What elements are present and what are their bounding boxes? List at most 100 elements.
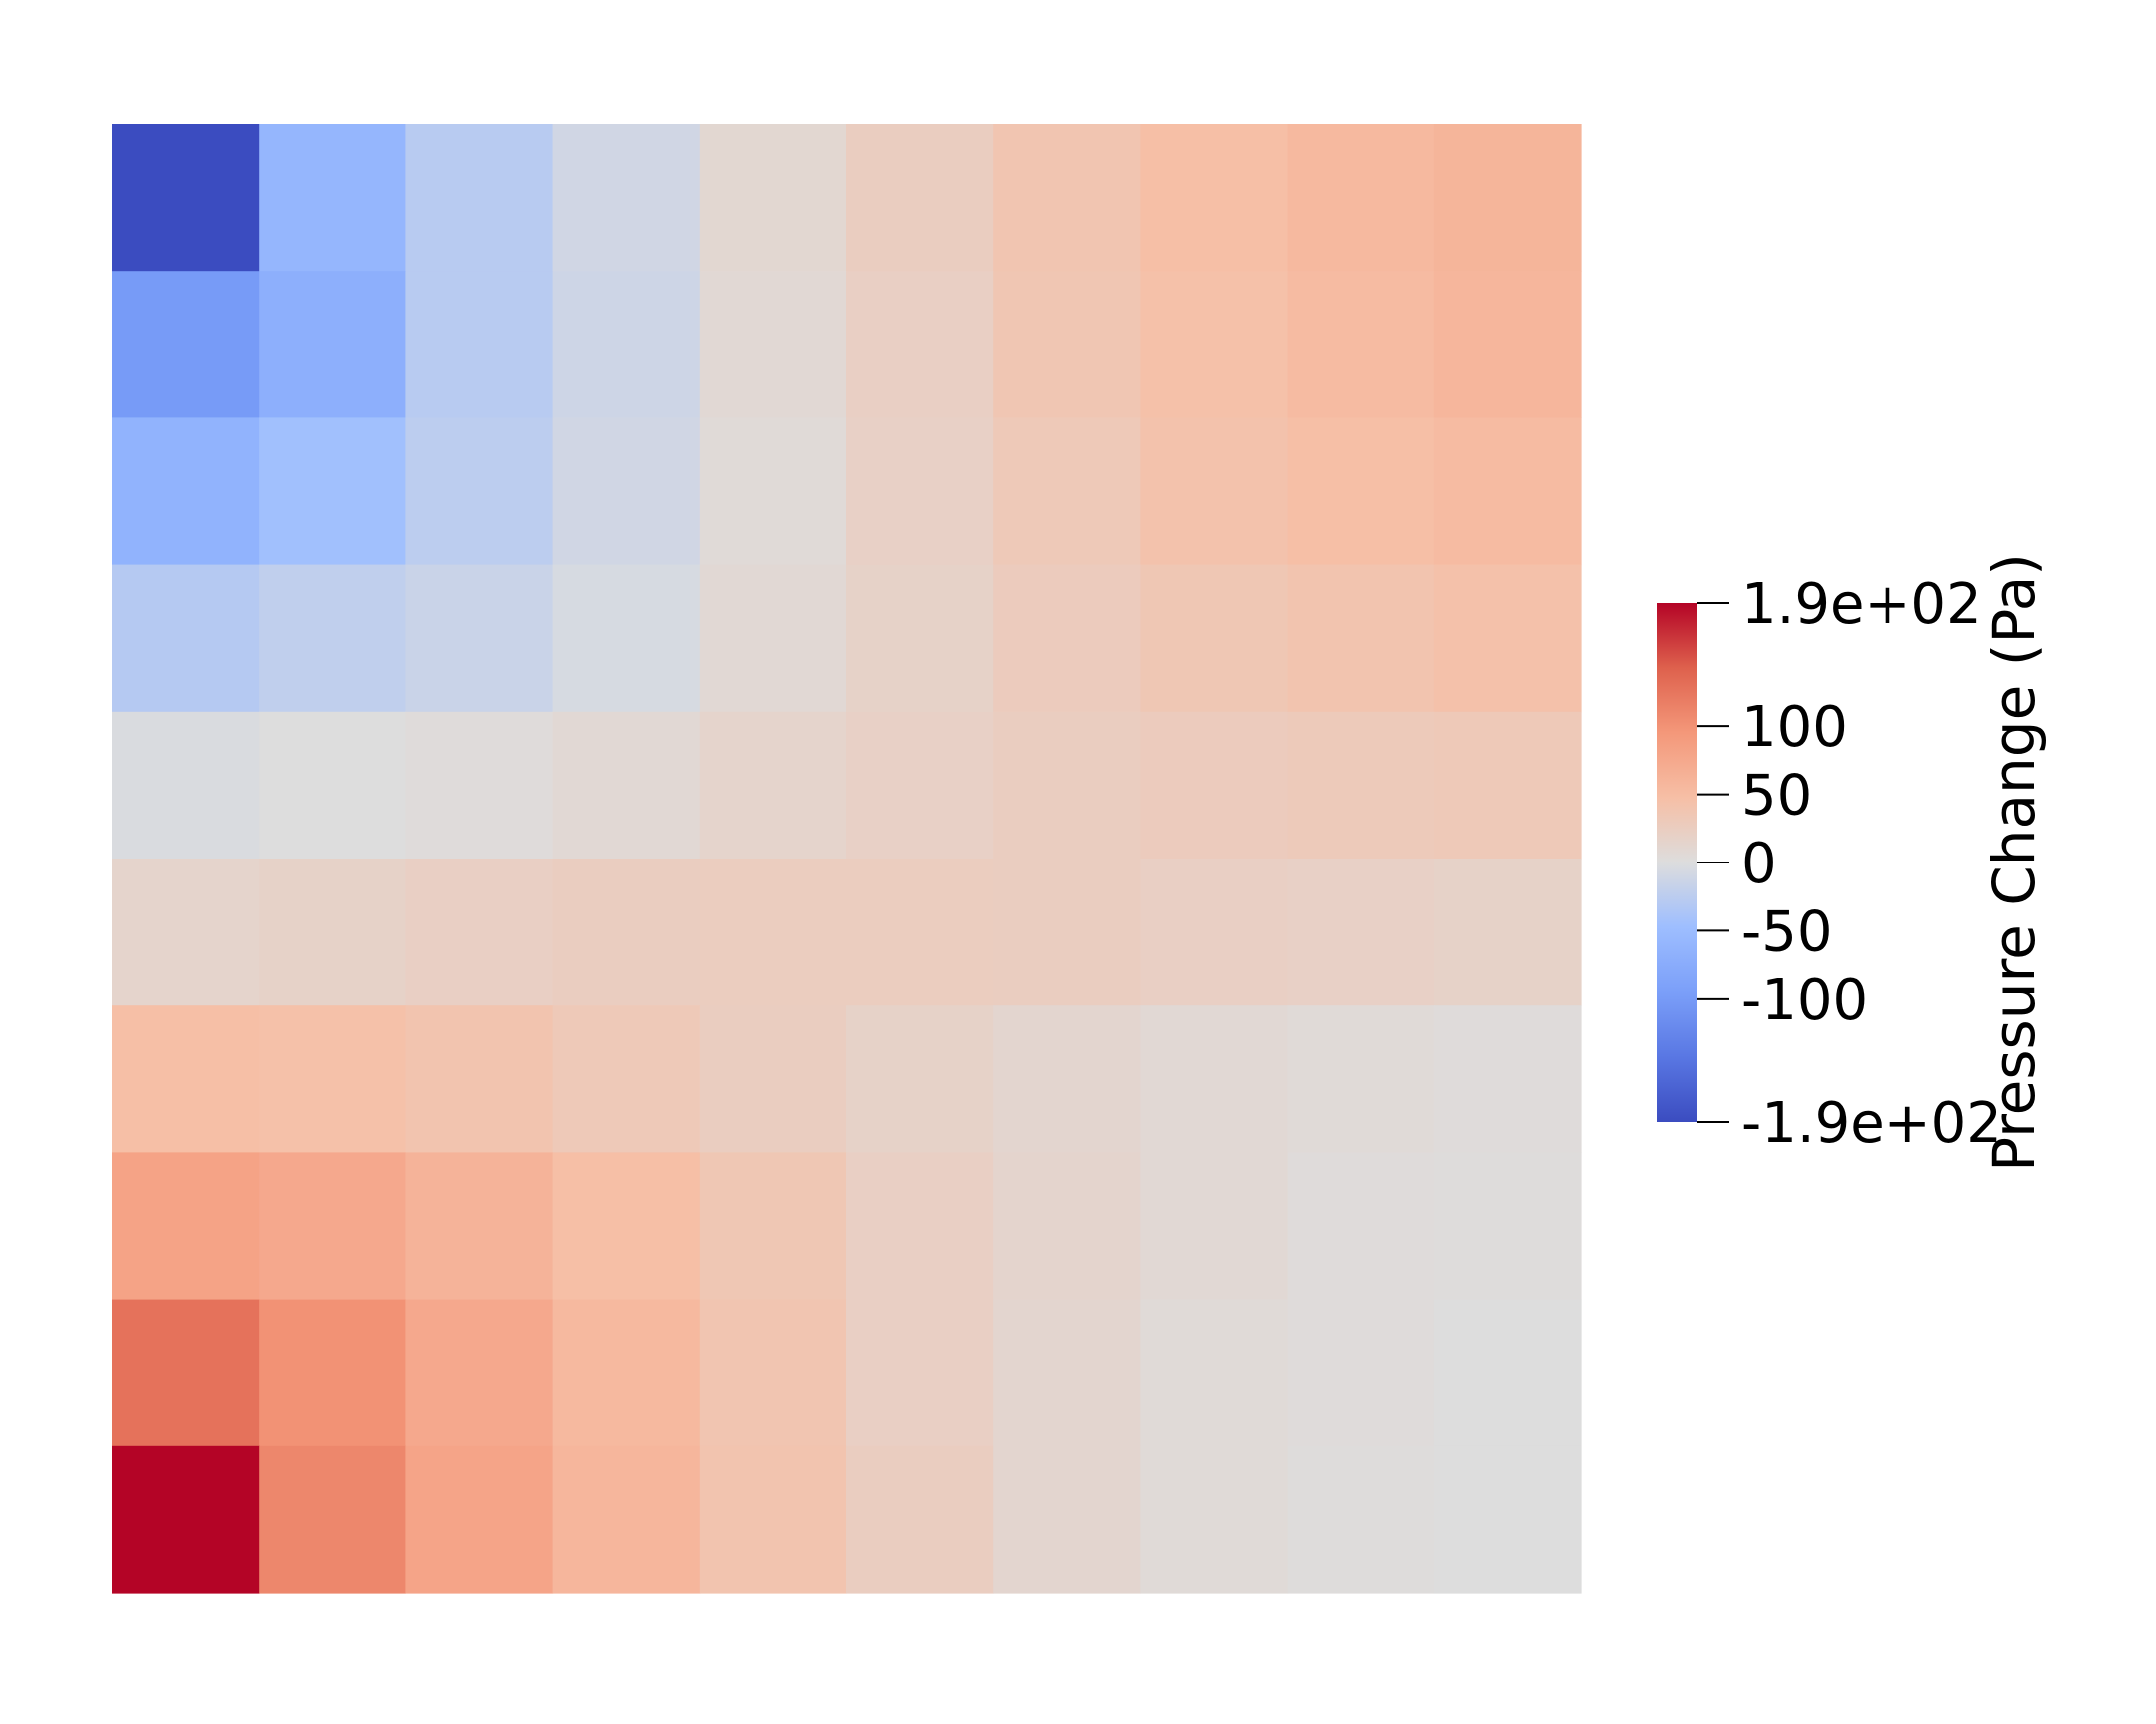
heatmap-cell [699, 124, 847, 272]
heatmap-cell [1287, 859, 1435, 1006]
heatmap-cell [112, 124, 260, 272]
heatmap-cell [112, 564, 260, 713]
heatmap-cell [405, 124, 554, 272]
heatmap-cell [1433, 417, 1582, 566]
heatmap-grid [112, 124, 1582, 1594]
heatmap-cell [846, 1005, 994, 1153]
heatmap-cell [699, 1005, 847, 1153]
heatmap-cell [552, 1005, 701, 1153]
heatmap-cell [112, 417, 260, 566]
heatmap-cell [259, 417, 406, 566]
heatmap-cell [1140, 1005, 1289, 1153]
heatmap-cell [1433, 711, 1582, 860]
heatmap-cell [1287, 124, 1435, 272]
heatmap-cell [846, 124, 994, 272]
heatmap-cell [552, 711, 701, 860]
heatmap-cell [552, 271, 701, 418]
heatmap-cell [1433, 1005, 1582, 1153]
heatmap-cell [552, 859, 701, 1006]
heatmap-cell [1140, 1299, 1289, 1447]
heatmap-cell [1287, 1445, 1435, 1594]
heatmap-cell [112, 1005, 260, 1153]
heatmap-cell [846, 1299, 994, 1447]
colorbar-tick-label: 0 [1741, 832, 1777, 896]
heatmap-cell [1287, 564, 1435, 713]
heatmap-cell [1433, 1152, 1582, 1301]
heatmap-cell [112, 1299, 260, 1447]
heatmap-cell [1287, 271, 1435, 418]
heatmap-cell [112, 859, 260, 1006]
heatmap-cell [846, 859, 994, 1006]
heatmap-cell [1140, 417, 1289, 566]
heatmap-cell [699, 859, 847, 1006]
heatmap-cell [259, 859, 406, 1006]
heatmap-cell [699, 711, 847, 860]
heatmap-cell [699, 564, 847, 713]
heatmap-cell [993, 859, 1141, 1006]
heatmap-cell [405, 711, 554, 860]
heatmap-cell [552, 1152, 701, 1301]
heatmap-cell [1433, 1299, 1582, 1447]
heatmap-cell [846, 564, 994, 713]
heatmap-cell [259, 1005, 406, 1153]
heatmap-cell [552, 564, 701, 713]
heatmap-cell [993, 1152, 1141, 1301]
heatmap-cell [699, 1152, 847, 1301]
heatmap-cell [846, 417, 994, 566]
heatmap-cell [1433, 271, 1582, 418]
heatmap-cell [405, 271, 554, 418]
colorbar-tick-label: -1.9e+02 [1741, 1091, 2002, 1156]
heatmap-cell [699, 1299, 847, 1447]
heatmap-cell [699, 1445, 847, 1594]
colorbar-tick-label: -100 [1741, 968, 1868, 1033]
heatmap-cell [846, 711, 994, 860]
colorbar-gradient [1657, 603, 1697, 1122]
heatmap-cell [1433, 1445, 1582, 1594]
heatmap-cell [846, 1445, 994, 1594]
heatmap-cell [993, 124, 1141, 272]
heatmap-cell [259, 271, 406, 418]
colorbar-title: Pressure Change (Pa) [1980, 553, 2048, 1172]
colorbar-tick-label: 50 [1741, 764, 1812, 829]
heatmap-cell [846, 1152, 994, 1301]
heatmap-cell [259, 1445, 406, 1594]
heatmap-cell [1140, 711, 1289, 860]
heatmap-cell [405, 1005, 554, 1153]
heatmap-cell [699, 417, 847, 566]
heatmap-cell [259, 711, 406, 860]
heatmap-cell [259, 564, 406, 713]
heatmap-cell [1287, 711, 1435, 860]
heatmap-cell [1433, 124, 1582, 272]
heatmap-cell [993, 417, 1141, 566]
heatmap-cell [1287, 417, 1435, 566]
heatmap-cell [259, 1299, 406, 1447]
heatmap-cell [259, 124, 406, 272]
heatmap-cell [1287, 1152, 1435, 1301]
heatmap-cell [112, 711, 260, 860]
heatmap-cell [1140, 1445, 1289, 1594]
heatmap-cell [405, 1445, 554, 1594]
heatmap-cell [112, 1445, 260, 1594]
heatmap-cell [993, 1299, 1141, 1447]
heatmap-cell [405, 1299, 554, 1447]
heatmap-cell [1433, 564, 1582, 713]
heatmap-cell [993, 271, 1141, 418]
heatmap-cell [1140, 124, 1289, 272]
heatmap-cell [552, 417, 701, 566]
heatmap-cell [1140, 1152, 1289, 1301]
heatmap-cell [552, 1445, 701, 1594]
colorbar-tick-label: -50 [1741, 899, 1832, 964]
heatmap-cell [405, 564, 554, 713]
heatmap-cell [259, 1152, 406, 1301]
heatmap-cell [405, 417, 554, 566]
heatmap-cell [846, 271, 994, 418]
heatmap-cell [405, 859, 554, 1006]
heatmap-cell [1287, 1299, 1435, 1447]
heatmap-cell [1140, 271, 1289, 418]
heatmap-cell [1140, 859, 1289, 1006]
heatmap-cell [552, 124, 701, 272]
heatmap-cell [993, 564, 1141, 713]
